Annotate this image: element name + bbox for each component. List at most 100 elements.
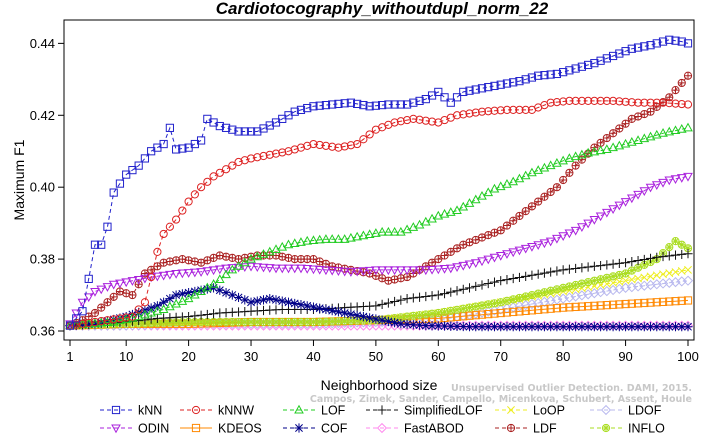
ldf-point <box>502 221 512 230</box>
knn-point <box>602 54 611 63</box>
loop-point <box>665 269 674 278</box>
odin-point <box>177 269 188 279</box>
knnw-point <box>608 96 618 105</box>
kdeos-point <box>590 301 599 310</box>
knn-point <box>521 75 530 84</box>
cof-point <box>620 322 631 332</box>
kdeos-point <box>534 305 543 314</box>
knnw-point <box>559 97 568 106</box>
knnw-point <box>271 149 281 158</box>
knnw-point <box>502 105 512 114</box>
odin-point <box>483 255 494 265</box>
odin-point <box>358 267 369 277</box>
cof-point <box>383 316 393 327</box>
ldf-point <box>559 175 568 185</box>
knn-point <box>402 100 412 109</box>
ldf-point <box>115 287 125 296</box>
knnw-point <box>615 97 624 106</box>
ldf-point <box>527 202 537 211</box>
knnw-point <box>97 317 106 326</box>
loop-point <box>615 277 624 286</box>
kdeos-point <box>484 310 493 319</box>
knnw-point <box>627 98 636 107</box>
cof-point <box>227 290 237 300</box>
lof-point <box>258 249 269 258</box>
lof-point <box>389 226 400 236</box>
lof-point <box>595 145 606 155</box>
x-tick-label: 20 <box>181 349 195 364</box>
lof-point <box>514 173 525 183</box>
cof-point <box>390 318 400 328</box>
lof-point <box>302 235 313 245</box>
odin-point <box>108 280 119 290</box>
y-axis-label: Maximum F1 <box>11 139 27 220</box>
ldf-line <box>69 75 689 327</box>
odin-point <box>383 266 394 276</box>
series-knnw <box>65 96 693 330</box>
simplifiedlof-point <box>552 266 562 276</box>
cof-point <box>159 297 169 307</box>
simplifiedlof-point <box>658 251 668 262</box>
kdeos-point <box>658 297 668 306</box>
odin-point <box>651 181 662 191</box>
odin-point <box>321 266 331 276</box>
x-tick-label: 100 <box>677 349 699 364</box>
lof-point <box>308 235 319 245</box>
inflo-point <box>559 283 568 292</box>
knn-point <box>577 62 586 71</box>
cof-point <box>496 322 506 332</box>
simplifiedlof-point <box>208 309 219 319</box>
knn-point <box>72 314 81 323</box>
legend-label: FastABOD <box>404 422 464 434</box>
kdeos-point <box>502 308 512 317</box>
knn-point <box>196 136 206 145</box>
lof-point <box>427 213 437 223</box>
lof-point <box>152 306 163 315</box>
kdeos-point <box>521 306 530 315</box>
knnw-point <box>477 107 487 116</box>
lof-point <box>271 244 281 254</box>
odin-point <box>445 264 456 274</box>
simplifiedlof-point <box>508 273 518 284</box>
lof-point <box>364 229 375 239</box>
knnw-point <box>284 147 293 156</box>
cof-point <box>433 321 443 331</box>
legend-item-cof: COF <box>283 422 348 434</box>
x-tick-label: 80 <box>556 349 570 364</box>
cof-point <box>408 320 418 330</box>
legend-label: ODIN <box>138 422 169 434</box>
odin-point <box>377 266 387 276</box>
ldf-point <box>540 192 549 201</box>
simplifiedlof-point <box>402 294 412 304</box>
knn-point <box>172 145 181 154</box>
odin-point <box>233 263 244 273</box>
lof-point <box>651 129 662 139</box>
loop-point <box>659 270 667 279</box>
knn-point <box>559 68 568 77</box>
knn-point <box>446 98 455 107</box>
inflo-point <box>490 299 499 308</box>
knnw-point <box>421 116 430 125</box>
knn-point <box>234 127 243 136</box>
kdeos-point <box>671 297 680 306</box>
plot-frame <box>63 19 695 341</box>
cof-point <box>627 322 637 332</box>
lof-point <box>252 251 263 261</box>
lof-point <box>246 253 256 263</box>
ldf-point <box>602 133 611 143</box>
ldf-point <box>496 226 505 235</box>
knnw-point <box>128 312 137 321</box>
knn-point <box>315 101 324 110</box>
ldf-point <box>571 161 580 170</box>
simplifiedlof-point <box>546 267 556 277</box>
odin-point <box>208 266 219 276</box>
simplifiedlof-point <box>596 260 606 271</box>
cof-point <box>96 317 106 327</box>
knn-point <box>309 102 318 111</box>
legend-cof-point <box>294 423 304 433</box>
knn-point <box>378 100 387 110</box>
ldf-point <box>534 197 543 206</box>
cof-point <box>215 285 225 295</box>
knn-point <box>633 43 643 52</box>
knnw-point <box>90 317 100 327</box>
